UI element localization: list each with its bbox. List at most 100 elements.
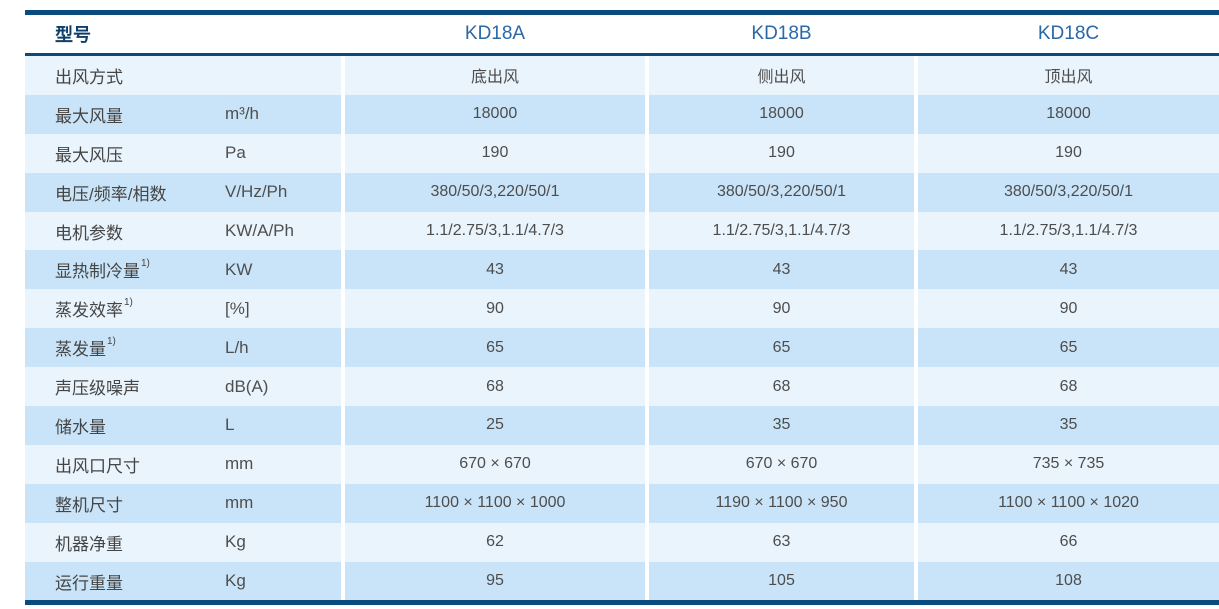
row-value-kd18b: 65 [649, 328, 914, 368]
table-row: 显热制冷量 1) KW 43 43 43 [25, 250, 1219, 290]
column-gap [914, 211, 918, 251]
column-gap [645, 483, 649, 523]
column-gap [645, 133, 649, 173]
row-value-kd18b: 105 [649, 561, 914, 601]
row-value-kd18c: 顶出风 [918, 56, 1219, 95]
column-gap [341, 367, 345, 407]
column-gap [645, 56, 649, 95]
header-model-label: 型号 [55, 25, 91, 45]
row-parameter-cell: 储水量 [25, 406, 225, 445]
row-parameter-cell: 声压级噪声 [25, 367, 225, 407]
column-gap [341, 133, 345, 173]
row-unit: mm [225, 483, 341, 523]
row-value-kd18c: 735 × 735 [918, 444, 1219, 484]
spec-table: 型号 KD18A KD18B KD18C 出风方式 底出风 侧出风 顶出风 最大… [25, 10, 1219, 606]
row-parameter-label: 显热制冷量 [55, 262, 140, 282]
row-value-kd18c: 108 [918, 561, 1219, 601]
row-unit: dB(A) [225, 367, 341, 407]
column-gap [914, 367, 918, 407]
row-unit: [%] [225, 289, 341, 329]
table-row: 机器净重 Kg 62 63 66 [25, 522, 1219, 562]
row-unit: m³/h [225, 94, 341, 134]
row-value-kd18b: 63 [649, 522, 914, 562]
row-parameter-cell: 最大风压 [25, 133, 225, 173]
row-value-kd18b: 90 [649, 289, 914, 329]
row-parameter-cell: 运行重量 [25, 561, 225, 601]
table-row: 声压级噪声 dB(A) 68 68 68 [25, 367, 1219, 407]
column-gap [341, 211, 345, 251]
row-parameter-label: 出风方式 [55, 67, 123, 87]
row-unit: L/h [225, 328, 341, 368]
column-gap [914, 250, 918, 290]
row-value-kd18a: 65 [345, 328, 645, 368]
row-unit: Kg [225, 522, 341, 562]
column-gap [341, 172, 345, 212]
table-row: 最大风压 Pa 190 190 190 [25, 133, 1219, 173]
row-value-kd18c: 1100 × 1100 × 1020 [918, 483, 1219, 523]
table-row: 蒸发效率 1) [%] 90 90 90 [25, 289, 1219, 329]
row-value-kd18c: 380/50/3,220/50/1 [918, 172, 1219, 212]
column-gap [645, 444, 649, 484]
row-value-kd18a: 190 [345, 133, 645, 173]
column-gap [341, 483, 345, 523]
table-row: 运行重量 Kg 95 105 108 [25, 561, 1219, 601]
row-unit [225, 56, 341, 95]
column-gap [914, 328, 918, 368]
row-parameter-label: 出风口尺寸 [55, 456, 140, 476]
table-row: 蒸发量 1) L/h 65 65 65 [25, 328, 1219, 368]
row-value-kd18c: 68 [918, 367, 1219, 407]
table-row: 储水量 L 25 35 35 [25, 406, 1219, 445]
column-gap [341, 328, 345, 368]
row-parameter-label: 整机尺寸 [55, 495, 123, 515]
row-value-kd18a: 底出风 [345, 56, 645, 95]
column-gap [645, 94, 649, 134]
row-value-kd18b: 380/50/3,220/50/1 [649, 172, 914, 212]
column-gap [645, 406, 649, 445]
row-value-kd18b: 1190 × 1100 × 950 [649, 483, 914, 523]
table-header-divider [25, 53, 1219, 56]
header-model-kd18a: KD18A [464, 23, 526, 44]
row-value-kd18a: 95 [345, 561, 645, 601]
table-row: 最大风量 m³/h 18000 18000 18000 [25, 94, 1219, 134]
row-value-kd18a: 670 × 670 [345, 444, 645, 484]
column-gap [341, 94, 345, 134]
row-value-kd18c: 66 [918, 522, 1219, 562]
column-gap [645, 289, 649, 329]
column-gap [645, 250, 649, 290]
header-model-kd18b: KD18B [751, 23, 812, 44]
row-value-kd18b: 43 [649, 250, 914, 290]
column-gap [645, 561, 649, 601]
row-parameter-cell: 电机参数 [25, 211, 225, 251]
row-parameter-label: 最大风压 [55, 145, 123, 165]
row-parameter-cell: 出风口尺寸 [25, 444, 225, 484]
row-value-kd18b: 670 × 670 [649, 444, 914, 484]
row-value-kd18b: 1.1/2.75/3,1.1/4.7/3 [649, 211, 914, 251]
row-value-kd18a: 18000 [345, 94, 645, 134]
row-parameter-label: 蒸发效率 [55, 301, 123, 321]
column-gap [914, 483, 918, 523]
row-value-kd18a: 1100 × 1100 × 1000 [345, 483, 645, 523]
row-value-kd18b: 侧出风 [649, 56, 914, 95]
column-gap [341, 56, 345, 95]
row-value-kd18a: 1.1/2.75/3,1.1/4.7/3 [345, 211, 645, 251]
row-parameter-label: 最大风量 [55, 106, 123, 126]
row-value-kd18a: 62 [345, 522, 645, 562]
row-value-kd18c: 190 [918, 133, 1219, 173]
column-gap [341, 289, 345, 329]
row-parameter-cell: 蒸发效率 1) [25, 289, 225, 329]
row-value-kd18c: 65 [918, 328, 1219, 368]
column-gap [914, 561, 918, 601]
row-unit: mm [225, 444, 341, 484]
row-parameter-label: 储水量 [55, 417, 106, 437]
row-value-kd18a: 380/50/3,220/50/1 [345, 172, 645, 212]
table-bottom-border [25, 600, 1219, 606]
column-gap [645, 328, 649, 368]
row-value-kd18b: 68 [649, 367, 914, 407]
row-value-kd18a: 43 [345, 250, 645, 290]
row-parameter-label: 机器净重 [55, 534, 123, 554]
column-gap [645, 522, 649, 562]
table-row: 电压/频率/相数 V/Hz/Ph 380/50/3,220/50/1 380/5… [25, 172, 1219, 212]
row-unit: Pa [225, 133, 341, 173]
row-parameter-cell: 机器净重 [25, 522, 225, 562]
row-value-kd18c: 43 [918, 250, 1219, 290]
